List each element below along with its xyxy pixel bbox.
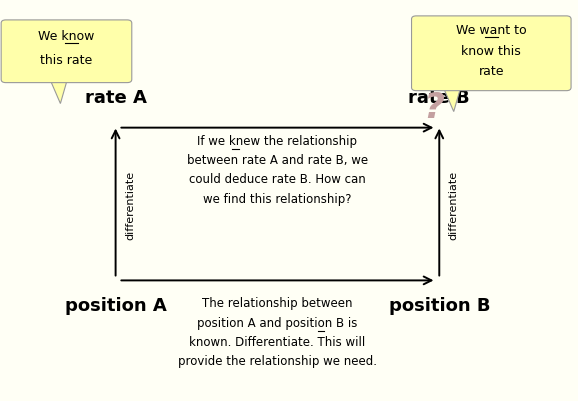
Text: known. Differentiate. This will: known. Differentiate. This will [190,335,365,348]
Polygon shape [443,88,461,112]
Text: this rate: this rate [40,54,92,67]
Text: differentiate: differentiate [449,170,459,239]
Text: differentiate: differentiate [125,170,135,239]
Text: rate: rate [479,65,504,78]
Text: rate A: rate A [84,88,147,106]
FancyBboxPatch shape [1,21,132,83]
Text: between rate A and rate B, we: between rate A and rate B, we [187,154,368,166]
Text: If we knew the relationship: If we knew the relationship [198,134,357,147]
Text: position A and position B is: position A and position B is [197,316,358,329]
Text: position B: position B [388,297,490,315]
Text: We want to: We want to [456,24,527,37]
Text: position A: position A [65,297,166,315]
Text: know this: know this [461,45,521,57]
Text: could deduce rate B. How can: could deduce rate B. How can [189,173,366,186]
Text: rate B: rate B [409,88,470,106]
Text: We know: We know [38,30,95,43]
Polygon shape [50,80,67,104]
Text: we find this relationship?: we find this relationship? [203,192,351,205]
Text: The relationship between: The relationship between [202,297,353,310]
FancyBboxPatch shape [412,17,571,91]
Text: ?: ? [423,90,444,124]
Text: provide the relationship we need.: provide the relationship we need. [178,354,377,367]
